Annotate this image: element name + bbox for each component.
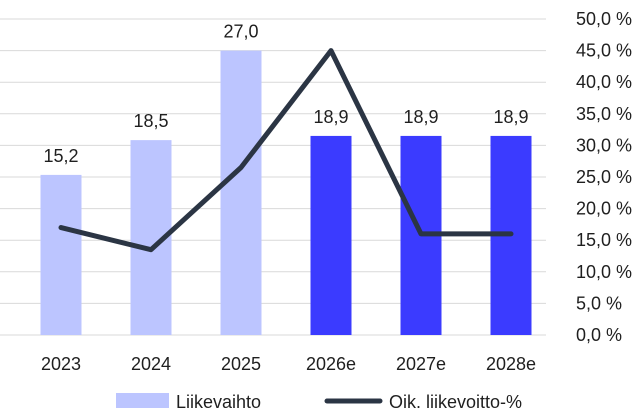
series-line [58, 48, 514, 253]
data-labels: 15,2 18,5 27,0 18,9 18,9 18,9 [43, 22, 528, 166]
right-axis-tick-label: 25,0 % [576, 167, 632, 187]
bar-value-label: 18,5 [133, 111, 168, 131]
line-point [330, 50, 332, 52]
x-axis-tick-label: 2023 [41, 354, 81, 374]
right-axis-tick-label: 5,0 % [576, 293, 622, 313]
line-point [420, 233, 422, 235]
right-axis-tick-label: 40,0 % [576, 72, 632, 92]
line-point [240, 167, 242, 169]
x-axis-tick-label: 2025 [221, 354, 261, 374]
x-axis-tick-label: 2024 [131, 354, 171, 374]
right-axis-tick-label: 10,0 % [576, 262, 632, 282]
bar-series [40, 50, 532, 335]
legend-label-bar: Liikevaihto [176, 392, 261, 410]
legend-label-line: Oik. liikevoitto-% [389, 392, 522, 410]
line-point [510, 233, 512, 235]
legend-swatch-bar [116, 393, 169, 408]
gridlines [0, 18, 546, 336]
right-axis-tick-label: 15,0 % [576, 230, 632, 250]
x-axis-tick-label: 2027e [396, 354, 446, 374]
bar [40, 174, 82, 335]
right-axis-tick-label: 45,0 % [576, 41, 632, 61]
bar-value-label: 15,2 [43, 146, 78, 166]
right-axis-tick-label: 50,0 % [576, 9, 632, 29]
bar-value-label: 18,9 [493, 107, 528, 127]
x-axis-ticks: 2023 2024 2025 2026e 2027e 2028e [41, 354, 536, 374]
line-point [150, 249, 152, 251]
right-axis-ticks: 50,0 % 45,0 % 40,0 % 35,0 % 30,0 % 25,0 % 20,0… [576, 9, 632, 345]
bar-value-label: 18,9 [403, 107, 438, 127]
bar [310, 135, 352, 335]
right-axis-tick-label: 30,0 % [576, 135, 632, 155]
line-series [58, 48, 514, 253]
right-axis-tick-label: 0,0 % [576, 325, 622, 345]
x-axis-tick-label: 2028e [486, 354, 536, 374]
right-axis-tick-label: 35,0 % [576, 104, 632, 124]
bar-value-label: 27,0 [223, 22, 258, 42]
legend: Liikevaihto Oik. liikevoitto-% [116, 392, 522, 410]
bar-value-label: 18,9 [313, 107, 348, 127]
bar [220, 50, 262, 335]
right-axis-tick-label: 20,0 % [576, 199, 632, 219]
line-point [60, 227, 62, 229]
x-axis-tick-label: 2026e [306, 354, 356, 374]
